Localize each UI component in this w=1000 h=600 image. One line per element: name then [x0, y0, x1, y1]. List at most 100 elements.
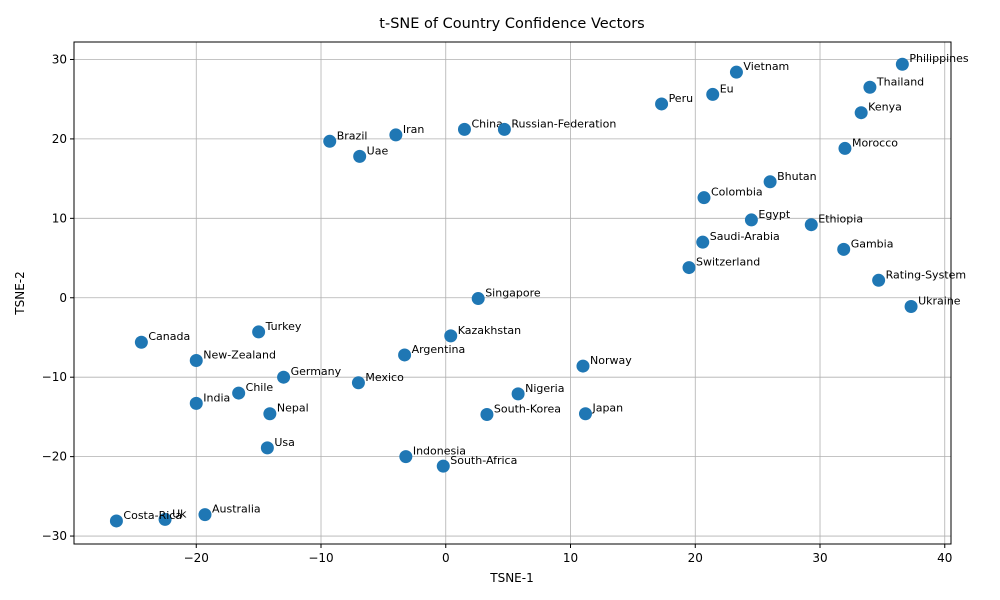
- point-label: Kazakhstan: [458, 324, 521, 337]
- data-point: [744, 213, 758, 227]
- data-point: [444, 329, 458, 343]
- data-point: [804, 218, 818, 232]
- point-label: Nepal: [277, 402, 309, 415]
- data-point: [457, 122, 471, 136]
- data-point: [576, 359, 590, 373]
- point-label: Switzerland: [696, 256, 760, 269]
- data-point: [729, 65, 743, 79]
- x-tick-label: −10: [308, 551, 333, 565]
- data-point: [655, 97, 669, 111]
- data-point: [697, 191, 711, 205]
- data-point: [838, 141, 852, 155]
- data-point: [252, 325, 266, 339]
- point-label: Ukraine: [918, 295, 961, 308]
- data-point: [511, 387, 525, 401]
- point-label: Japan: [591, 402, 623, 415]
- x-tick-label: 20: [688, 551, 703, 565]
- data-point: [389, 128, 403, 142]
- point-label: Kenya: [868, 101, 902, 114]
- point-label: Vietnam: [743, 60, 789, 73]
- data-point: [232, 386, 246, 400]
- chart-title: t-SNE of Country Confidence Vectors: [379, 16, 644, 32]
- y-tick-label: 0: [59, 291, 67, 305]
- data-point: [189, 396, 203, 410]
- point-label: Eu: [720, 82, 734, 95]
- data-point: [706, 87, 720, 101]
- x-axis-label: TSNE-1: [489, 571, 533, 585]
- data-point: [872, 273, 886, 287]
- point-label: Bhutan: [777, 170, 817, 183]
- point-label: New-Zealand: [203, 349, 276, 362]
- y-tick-label: −30: [42, 529, 67, 543]
- point-label: Mexico: [365, 371, 404, 384]
- y-tick-label: 20: [52, 132, 67, 146]
- plot-frame: [73, 41, 952, 545]
- point-label: Saudi-Arabia: [710, 230, 780, 243]
- point-label: Brazil: [337, 129, 368, 142]
- point-label: Turkey: [265, 320, 302, 333]
- data-point: [895, 57, 909, 71]
- data-point: [399, 450, 413, 464]
- data-point: [351, 376, 365, 390]
- point-label: Gambia: [851, 237, 894, 250]
- data-point: [497, 122, 511, 136]
- data-point: [696, 235, 710, 249]
- x-tick-label: 40: [937, 551, 952, 565]
- data-point: [904, 300, 918, 314]
- point-label: Canada: [148, 330, 190, 343]
- point-label: Germany: [291, 365, 342, 378]
- point-label: Uae: [367, 144, 389, 157]
- data-point: [158, 512, 172, 526]
- data-point: [260, 441, 274, 455]
- y-tick-label: 30: [52, 52, 67, 66]
- point-label: Ethiopia: [818, 213, 863, 226]
- point-label: Russian-Federation: [511, 117, 616, 130]
- data-point: [134, 335, 148, 349]
- point-label: Norway: [590, 354, 632, 367]
- data-point: [854, 106, 868, 120]
- point-label: Usa: [274, 436, 295, 449]
- data-point: [263, 407, 277, 421]
- x-tick-label: 10: [563, 551, 578, 565]
- point-label: Nigeria: [525, 382, 564, 395]
- y-tick-label: −20: [42, 450, 67, 464]
- point-label: Thailand: [876, 75, 924, 88]
- data-point: [189, 354, 203, 368]
- data-point: [763, 175, 777, 189]
- point-label: Costa-Rica: [123, 509, 182, 522]
- grid: [74, 42, 951, 544]
- y-axis-label: TSNE-2: [13, 271, 27, 315]
- point-label: Argentina: [412, 343, 466, 356]
- data-point: [323, 134, 337, 148]
- x-axis-ticks: −20 −10 0 10 20 30 40: [184, 544, 952, 565]
- point-label: Rating-System: [886, 268, 966, 281]
- data-point: [109, 514, 123, 528]
- data-point: [837, 242, 851, 256]
- point-label: Iran: [403, 123, 425, 136]
- point-label: Peru: [669, 92, 694, 105]
- y-tick-label: −10: [42, 370, 67, 384]
- data-point: [198, 508, 212, 522]
- point-label: Egypt: [758, 208, 790, 221]
- point-label: India: [203, 391, 230, 404]
- point-label: Singapore: [485, 287, 541, 300]
- data-point: [398, 348, 412, 362]
- data-point: [277, 370, 291, 384]
- point-label: Australia: [212, 503, 261, 516]
- point-label: Chile: [246, 381, 274, 394]
- data-point: [682, 261, 696, 275]
- y-tick-label: 10: [52, 211, 67, 225]
- data-points: Philippines Vietnam Thailand Eu Peru Kenya Chi…: [109, 52, 969, 528]
- point-label: Colombia: [711, 186, 763, 199]
- x-tick-label: 30: [812, 551, 827, 565]
- x-tick-label: −20: [184, 551, 209, 565]
- point-label: China: [471, 117, 502, 130]
- point-label: Uk: [172, 507, 187, 520]
- point-label: Indonesia: [413, 445, 466, 458]
- data-point: [353, 149, 367, 163]
- point-label: Philippines: [909, 52, 969, 65]
- point-label: South-Africa: [450, 454, 517, 467]
- data-point: [578, 407, 592, 421]
- point-label: South-Korea: [494, 403, 561, 416]
